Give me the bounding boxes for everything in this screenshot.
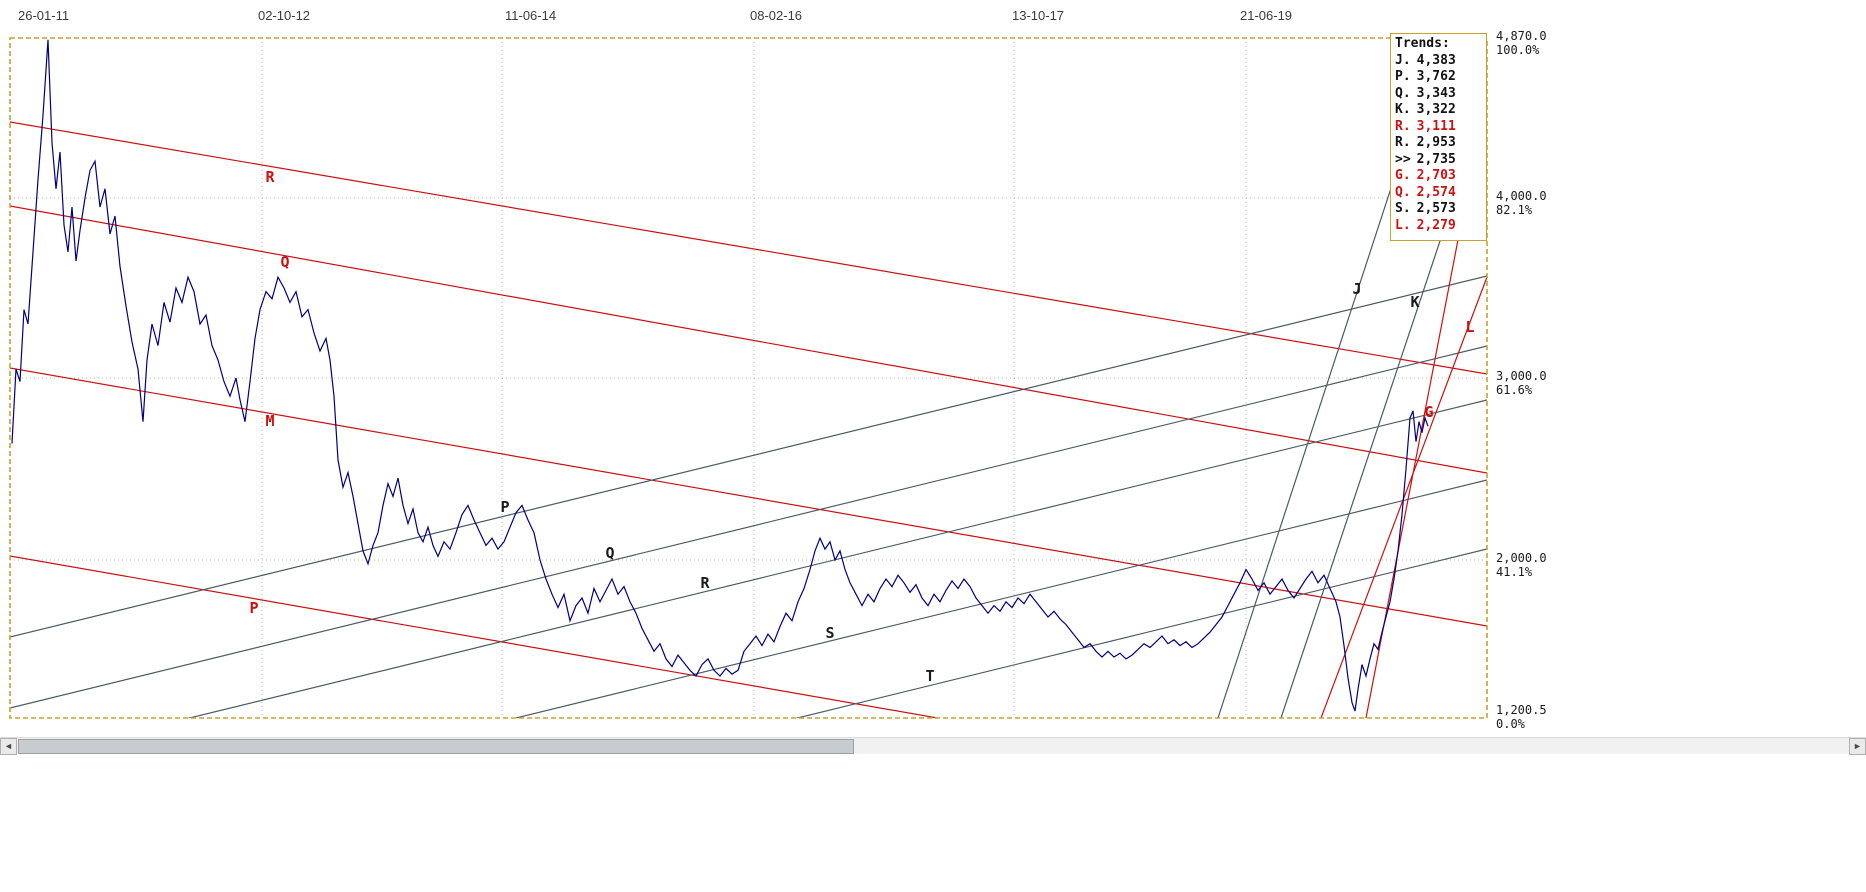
legend-item-value: 3,322 bbox=[1416, 102, 1456, 117]
trend-line-R-support bbox=[187, 399, 1487, 718]
legend-item-value: 2,735 bbox=[1416, 151, 1456, 167]
legend-item: L. 2,279 bbox=[1395, 218, 1482, 235]
legend-item-label: J. bbox=[1395, 52, 1411, 68]
scroll-right-arrow-icon[interactable]: ► bbox=[1849, 738, 1866, 755]
legend-item: K. 3,322 bbox=[1395, 102, 1482, 119]
scrollbar-track[interactable] bbox=[17, 738, 1849, 754]
legend-item: >> 2,735 bbox=[1395, 152, 1482, 169]
trend-letter-label: G bbox=[1424, 403, 1433, 421]
trend-letter-label: Q bbox=[605, 544, 614, 562]
trend-letter-label: M bbox=[265, 412, 274, 430]
legend-item-label: P. bbox=[1395, 69, 1411, 84]
legend-item-value: 3,762 bbox=[1416, 69, 1456, 84]
legend-item-label: Q. bbox=[1395, 85, 1411, 101]
trend-line-P-resistance bbox=[10, 555, 941, 718]
legend-item-label: K. bbox=[1395, 102, 1411, 117]
legend-item-label: S. bbox=[1395, 201, 1411, 216]
price-chart[interactable]: R Q M P P Q R S T J K G L bbox=[0, 0, 1866, 760]
legend-item-value: 2,573 bbox=[1416, 201, 1456, 216]
trend-line-S-support bbox=[513, 479, 1487, 718]
price-line bbox=[11, 39, 1429, 712]
legend-items: J. 4,383 P. 3,762 Q. 3,343 K. 3,322 R. 3,111 R. 2,9… bbox=[1395, 53, 1482, 235]
trend-letter-label: P bbox=[249, 599, 258, 617]
legend-item: R. 3,111 bbox=[1395, 119, 1482, 136]
trend-line-R-resistance bbox=[10, 121, 1487, 375]
legend-item-label: R. bbox=[1395, 118, 1411, 134]
scroll-left-arrow-icon[interactable]: ◄ bbox=[0, 738, 17, 755]
trend-letter-label: S bbox=[825, 624, 834, 642]
trend-line-T-support bbox=[794, 548, 1487, 718]
legend-item-label: L. bbox=[1395, 217, 1411, 233]
legend-item: R. 2,953 bbox=[1395, 135, 1482, 152]
legend-item-value: 2,574 bbox=[1416, 184, 1456, 200]
legend-item-label: R. bbox=[1395, 135, 1411, 150]
legend-item-value: 2,953 bbox=[1416, 135, 1456, 150]
trend-line-M-resistance bbox=[10, 367, 1487, 627]
horizontal-scrollbar[interactable]: ◄ ► bbox=[0, 737, 1866, 755]
legend-item-value: 3,111 bbox=[1416, 118, 1456, 134]
trends-legend: Trends: J. 4,383 P. 3,762 Q. 3,343 K. 3,322 R. 3,… bbox=[1390, 33, 1487, 241]
legend-item: J. 4,383 bbox=[1395, 53, 1482, 70]
scrollbar-thumb[interactable] bbox=[18, 739, 854, 754]
legend-title: Trends: bbox=[1395, 36, 1450, 51]
trend-line-Q-support bbox=[10, 345, 1487, 709]
trend-letter-label: K bbox=[1410, 293, 1419, 311]
legend-item-label: Q. bbox=[1395, 184, 1411, 200]
trend-letter-label: P bbox=[500, 498, 509, 516]
legend-item: Q. 2,574 bbox=[1395, 185, 1482, 202]
legend-item-label: >> bbox=[1395, 151, 1411, 167]
trend-letter-label: J bbox=[1352, 280, 1361, 298]
legend-item: P. 3,762 bbox=[1395, 69, 1482, 86]
chart-border bbox=[9, 37, 1488, 719]
legend-item-value: 4,383 bbox=[1416, 52, 1456, 68]
trend-letter-label: L bbox=[1465, 318, 1474, 336]
trend-line-Q-resistance bbox=[10, 205, 1487, 474]
legend-item: G. 2,703 bbox=[1395, 168, 1482, 185]
legend-item-label: G. bbox=[1395, 168, 1411, 183]
trend-letter-label: Q bbox=[280, 253, 289, 271]
legend-item: S. 2,573 bbox=[1395, 201, 1482, 218]
trend-letter-label: R bbox=[265, 168, 275, 186]
legend-item: Q. 3,343 bbox=[1395, 86, 1482, 103]
legend-item-value: 2,703 bbox=[1416, 168, 1456, 183]
trend-line-P-support bbox=[10, 275, 1487, 638]
trend-letter-label: T bbox=[925, 667, 934, 685]
trend-letter-label: R bbox=[700, 574, 710, 592]
legend-item-value: 2,279 bbox=[1416, 217, 1456, 233]
legend-item-value: 3,343 bbox=[1416, 85, 1456, 101]
